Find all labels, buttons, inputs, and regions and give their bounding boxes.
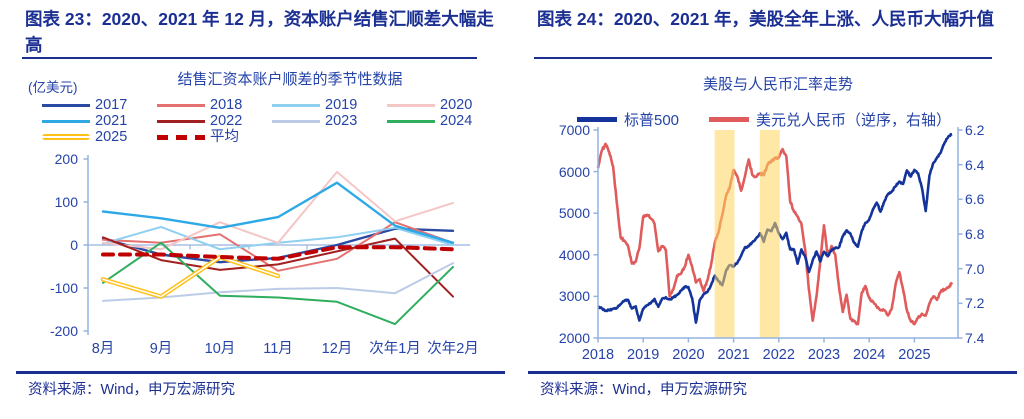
left-x-label: 次年2月 xyxy=(427,341,479,357)
legend-swatch-2018 xyxy=(157,103,205,107)
right-chart-year-label: 2023 xyxy=(807,347,841,363)
legend-item-2022: 2022 xyxy=(157,113,272,129)
legend-label-平均: 平均 xyxy=(210,128,239,145)
capital-account-seasonal-chart xyxy=(83,155,470,335)
left-chart-title: 结售汇资本账户顺差的季节性数据 xyxy=(177,71,403,88)
left-x-label: 12月 xyxy=(321,341,353,357)
right-chart-year-label: 2022 xyxy=(762,347,795,363)
right-chart-left-tick-label: 5000 xyxy=(558,205,590,222)
highlight-band-2 xyxy=(759,130,780,338)
left-chart-legend: 2017 2018 2019 2020 2021 2022 2023 2024 2025 平均 xyxy=(42,97,512,146)
legend-label-2020: 2020 xyxy=(440,96,473,113)
right-chart-left-tick-label: 7000 xyxy=(558,122,590,138)
right-chart-year-label: 2018 xyxy=(581,347,615,363)
series-2021-line xyxy=(101,181,455,245)
series-2020-line xyxy=(102,170,454,251)
figure-24-footer-divider xyxy=(528,371,1017,374)
legend-swatch-2019 xyxy=(272,103,320,107)
right-chart-right-tick-label: 6.2 xyxy=(965,122,985,138)
legend-swatch-2021 xyxy=(42,119,90,123)
right-chart-right-tick-label: 7.4 xyxy=(965,330,985,346)
legend-label-2025: 2025 xyxy=(95,128,128,145)
legend-label-2019: 2019 xyxy=(325,96,358,113)
legend-swatch-usdcny xyxy=(709,117,750,122)
legend-swatch-2020 xyxy=(387,103,435,107)
legend-label-2024: 2024 xyxy=(440,112,473,129)
right-chart-legend: 标普500 美元兑人民币（逆序，右轴） xyxy=(577,109,951,130)
left-y-tick-label: 100 xyxy=(54,194,78,210)
legend-swatch-2017 xyxy=(42,103,90,107)
left-y-tick-label: 0 xyxy=(70,237,78,253)
right-chart-left-tick-label: 3000 xyxy=(558,288,590,305)
figure-24-source-note: 资料来源：Wind，申万宏源研究 xyxy=(540,382,748,398)
right-chart-right-tick-label: 6.6 xyxy=(965,191,985,208)
legend-label-2023: 2023 xyxy=(325,112,358,129)
right-chart-right-tick-label: 7.0 xyxy=(965,260,985,277)
right-chart-left-tick-label: 2000 xyxy=(558,330,590,346)
left-x-label: 9月 xyxy=(149,341,173,357)
right-chart-year-label: 2025 xyxy=(898,347,931,363)
left-chart-unit-label: (亿美元) xyxy=(28,80,78,95)
left-x-label: 10月 xyxy=(204,341,236,357)
right-chart-left-tick-label: 6000 xyxy=(558,163,590,180)
legend-swatch-sp500 xyxy=(577,117,617,122)
right-chart-title: 美股与人民币汇率走势 xyxy=(702,76,853,93)
legend-item-2018: 2018 xyxy=(157,97,272,113)
left-x-label: 次年1月 xyxy=(369,341,421,357)
left-x-label: 11月 xyxy=(263,341,293,357)
legend-item-2025: 2025 xyxy=(42,129,157,145)
series-2022-line xyxy=(102,236,454,298)
spx-cny-chart xyxy=(593,127,963,343)
right-chart-right-tick-label: 6.8 xyxy=(965,226,985,242)
right-chart-year-label: 2020 xyxy=(672,347,705,363)
legend-swatch-2025 xyxy=(42,134,90,141)
legend-swatch-2022 xyxy=(157,119,205,123)
left-y-tick-label: -200 xyxy=(49,323,78,339)
legend-label-2022: 2022 xyxy=(210,112,243,129)
right-chart-left-tick-label: 4000 xyxy=(558,246,590,263)
series-平均-line xyxy=(101,245,455,261)
right-chart-right-tick-label: 6.4 xyxy=(965,156,985,173)
series-2025-line-core xyxy=(102,256,279,298)
left-x-label: 8月 xyxy=(91,341,115,357)
legend-swatch-2024 xyxy=(387,119,435,123)
legend-swatch-2023 xyxy=(272,119,320,123)
figure-24-title-underline xyxy=(534,57,992,59)
legend-label-2017: 2017 xyxy=(95,96,128,113)
legend-item-2020: 2020 xyxy=(387,97,502,113)
legend-label-2018: 2018 xyxy=(210,96,243,113)
right-chart-year-label: 2024 xyxy=(853,347,886,363)
legend-label-2021: 2021 xyxy=(95,112,128,129)
figure-23-source-note: 资料来源：Wind，申万宏源研究 xyxy=(28,382,236,398)
legend-item-2017: 2017 xyxy=(42,97,157,113)
legend-item-平均: 平均 xyxy=(157,129,272,145)
legend-item-2021: 2021 xyxy=(42,113,157,129)
legend-item-2019: 2019 xyxy=(272,97,387,113)
legend-swatch-平均 xyxy=(157,134,205,140)
highlight-band-1 xyxy=(714,130,735,338)
figure-23-title-underline xyxy=(22,57,477,59)
left-y-tick-label: -100 xyxy=(49,280,78,296)
figure-23-footer-divider xyxy=(16,371,505,374)
legend-item-sp500: 标普500 xyxy=(577,109,679,130)
figure-24-title: 图表 24：2020、2021 年，美股全年上涨、人民币大幅升值 xyxy=(537,9,995,29)
legend-item-2023: 2023 xyxy=(272,113,387,129)
right-chart-right-tick-label: 7.2 xyxy=(965,295,985,312)
legend-item-2024: 2024 xyxy=(387,113,502,129)
figure-23-title: 图表 23：2020、2021 年 12 月，资本账户结售汇顺差大幅走高 xyxy=(25,9,494,55)
left-y-tick-label: 200 xyxy=(54,151,78,167)
right-chart-year-label: 2019 xyxy=(627,347,660,363)
legend-label-sp500: 标普500 xyxy=(624,112,680,129)
legend-label-usdcny: 美元兑人民币（逆序，右轴） xyxy=(756,112,952,129)
legend-item-usdcny: 美元兑人民币（逆序，右轴） xyxy=(709,109,951,130)
series-2024-line xyxy=(102,241,454,326)
right-chart-year-label: 2021 xyxy=(717,347,750,363)
